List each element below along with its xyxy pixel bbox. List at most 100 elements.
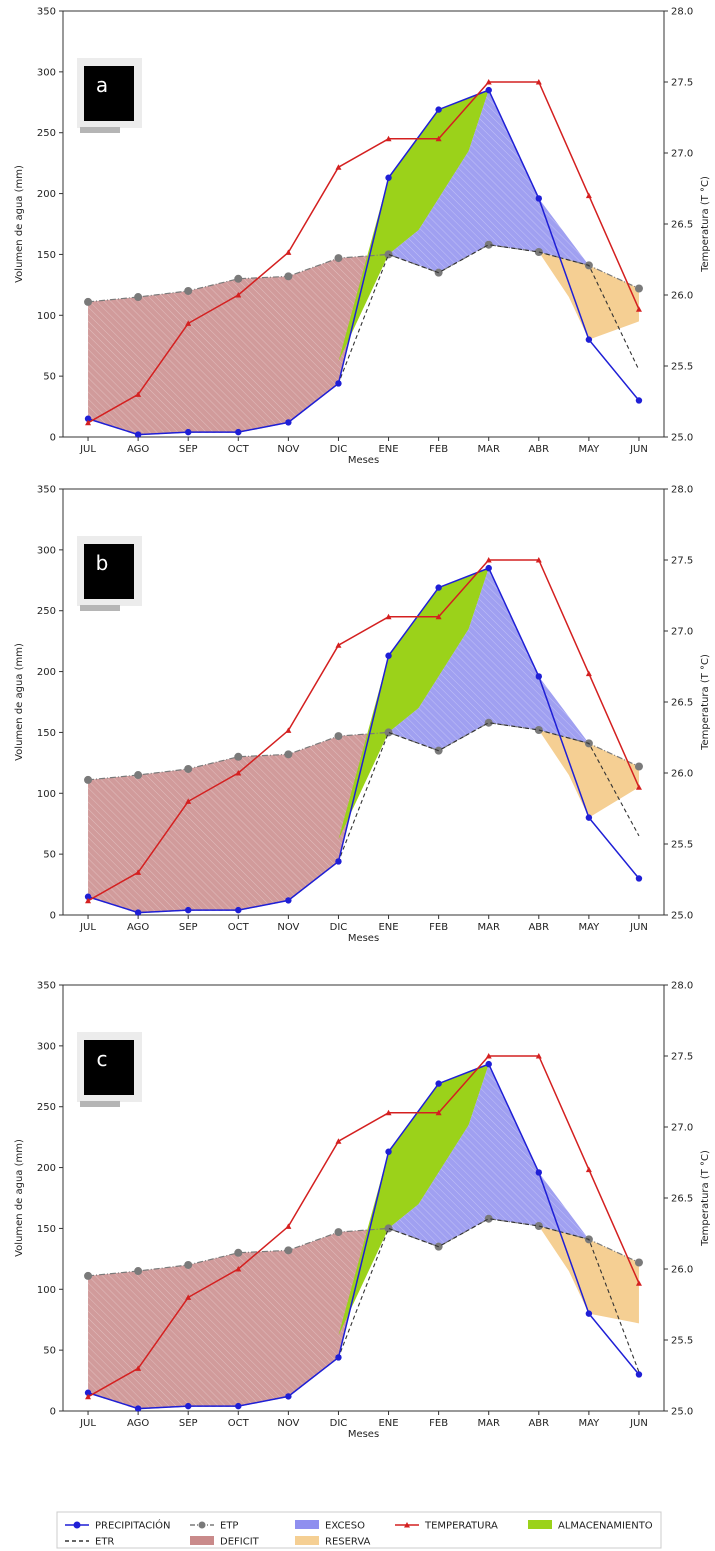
y2-tick-label: 28.0	[671, 485, 693, 496]
x-tick-label: OCT	[228, 1418, 250, 1429]
x-tick-label: FEB	[429, 1418, 448, 1429]
etp-point	[384, 728, 393, 737]
y2-tick-label: 28.0	[671, 7, 693, 18]
x-tick-label: FEB	[429, 444, 448, 455]
reserva-area	[538, 729, 639, 818]
etp-point	[534, 247, 543, 256]
etp-point	[534, 725, 543, 734]
precipitacion-point	[485, 86, 492, 94]
y2-tick-label: 26.0	[671, 769, 693, 780]
panel-badge-bar	[80, 1101, 120, 1107]
precipitacion-point	[335, 858, 342, 865]
precipitacion-point	[84, 893, 92, 900]
legend-label: RESERVA	[325, 1537, 371, 1548]
x-tick-label: ABR	[528, 922, 549, 933]
chart-panel-a: 0 50 100 150 200 250 300 350 25.0 25.5 26.0 26.5 27.…	[14, 7, 711, 467]
y-tick-label: 0	[50, 433, 56, 444]
panel-badge	[84, 544, 134, 599]
etp-point	[284, 1246, 293, 1255]
temperatura-point	[585, 1166, 592, 1173]
legend-label: TEMPERATURA	[424, 1521, 498, 1532]
x-tick-label: ABR	[528, 1418, 549, 1429]
temperatura-point	[385, 135, 392, 142]
temperatura-point	[85, 1393, 92, 1400]
precipitacion-point	[585, 814, 593, 821]
etp-point	[184, 1260, 193, 1269]
etp-point	[334, 732, 343, 741]
precipitacion-point	[335, 380, 342, 387]
precipitacion-point	[185, 1402, 192, 1410]
chart-panel-c: 0 50 100 150 200 250 300 350 25.0 25.5 26.0 26.5 27.…	[14, 981, 711, 1441]
legend-item-almacenamiento: ALMACENAMIENTO	[528, 1520, 653, 1532]
y-tick-label: 300	[37, 545, 56, 556]
temperatura-point	[85, 419, 92, 426]
x-tick-label: DIC	[330, 444, 348, 455]
exceso-hatch	[388, 90, 589, 273]
precipitacion-point	[585, 1310, 593, 1317]
legend-marker	[73, 1521, 81, 1529]
temperatura-point	[635, 306, 642, 312]
x-tick-label: MAY	[578, 922, 600, 933]
temperatura-point	[535, 1053, 542, 1059]
x-tick-label: JUL	[79, 444, 96, 455]
y-tick-label: 350	[37, 981, 56, 992]
x-tick-label: SEP	[179, 922, 198, 933]
precipitacion-point	[285, 419, 292, 426]
precipitacion-point	[285, 897, 292, 904]
precipitacion-point	[285, 1393, 292, 1400]
x-tick-label: NOV	[277, 1418, 299, 1429]
temperatura-point	[385, 613, 392, 620]
legend-marker	[404, 1522, 410, 1528]
temperatura-point	[285, 727, 292, 733]
temperatura-point	[385, 1109, 392, 1116]
precipitacion-point	[435, 584, 442, 591]
y2-tick-label: 28.0	[671, 981, 693, 992]
temperatura-line	[87, 81, 640, 424]
temperatura-point	[135, 391, 142, 397]
reserva-area	[538, 1225, 639, 1324]
x-tick-label: JUN	[629, 922, 648, 933]
x-tick-label: SEP	[179, 444, 198, 455]
legend-item-etp: ETP	[190, 1521, 238, 1532]
temperatura-point	[135, 1365, 142, 1371]
etp-point	[534, 1221, 543, 1230]
etp-point	[484, 718, 493, 727]
x-tick-label: DIC	[330, 922, 348, 933]
x-tick-label: MAR	[477, 444, 499, 455]
y-tick-label: 300	[37, 1041, 56, 1052]
panel-letter: c	[97, 1047, 108, 1071]
precipitacion-point	[435, 106, 442, 113]
etp-point	[284, 750, 293, 759]
y-tick-label: 100	[37, 311, 56, 322]
y-tick-label: 200	[37, 667, 56, 678]
x-tick-label: DIC	[330, 1418, 348, 1429]
y-tick-label: 50	[43, 372, 56, 383]
precipitacion-line	[87, 1063, 640, 1410]
y2-tick-label: 25.0	[671, 911, 693, 922]
y-tick-label: 50	[43, 850, 56, 861]
etp-point	[334, 1228, 343, 1237]
x-tick-label: JUN	[629, 1418, 648, 1429]
temperatura-point	[135, 869, 142, 875]
legend-label: EXCESO	[325, 1521, 365, 1532]
etp-point	[384, 1224, 393, 1233]
x-tick-label: NOV	[277, 922, 299, 933]
deficit-hatch	[88, 181, 389, 435]
reserva-area	[538, 251, 639, 340]
temperatura-point	[335, 164, 342, 170]
precipitacion-point	[385, 1148, 392, 1155]
legend-label: ETP	[220, 1521, 238, 1532]
panel-badge	[84, 1040, 134, 1095]
x-tick-label: ENE	[378, 922, 398, 933]
temperatura-point	[635, 784, 642, 790]
x-tick-label: AGO	[127, 444, 149, 455]
x-tick-label: FEB	[429, 922, 448, 933]
precipitacion-point	[535, 195, 542, 202]
temperatura-point	[585, 670, 592, 677]
x-tick-label: MAY	[578, 444, 600, 455]
etp-point	[234, 274, 243, 283]
etp-point	[84, 775, 93, 784]
legend-marker	[198, 1521, 206, 1529]
legend-label: ETR	[95, 1537, 114, 1548]
